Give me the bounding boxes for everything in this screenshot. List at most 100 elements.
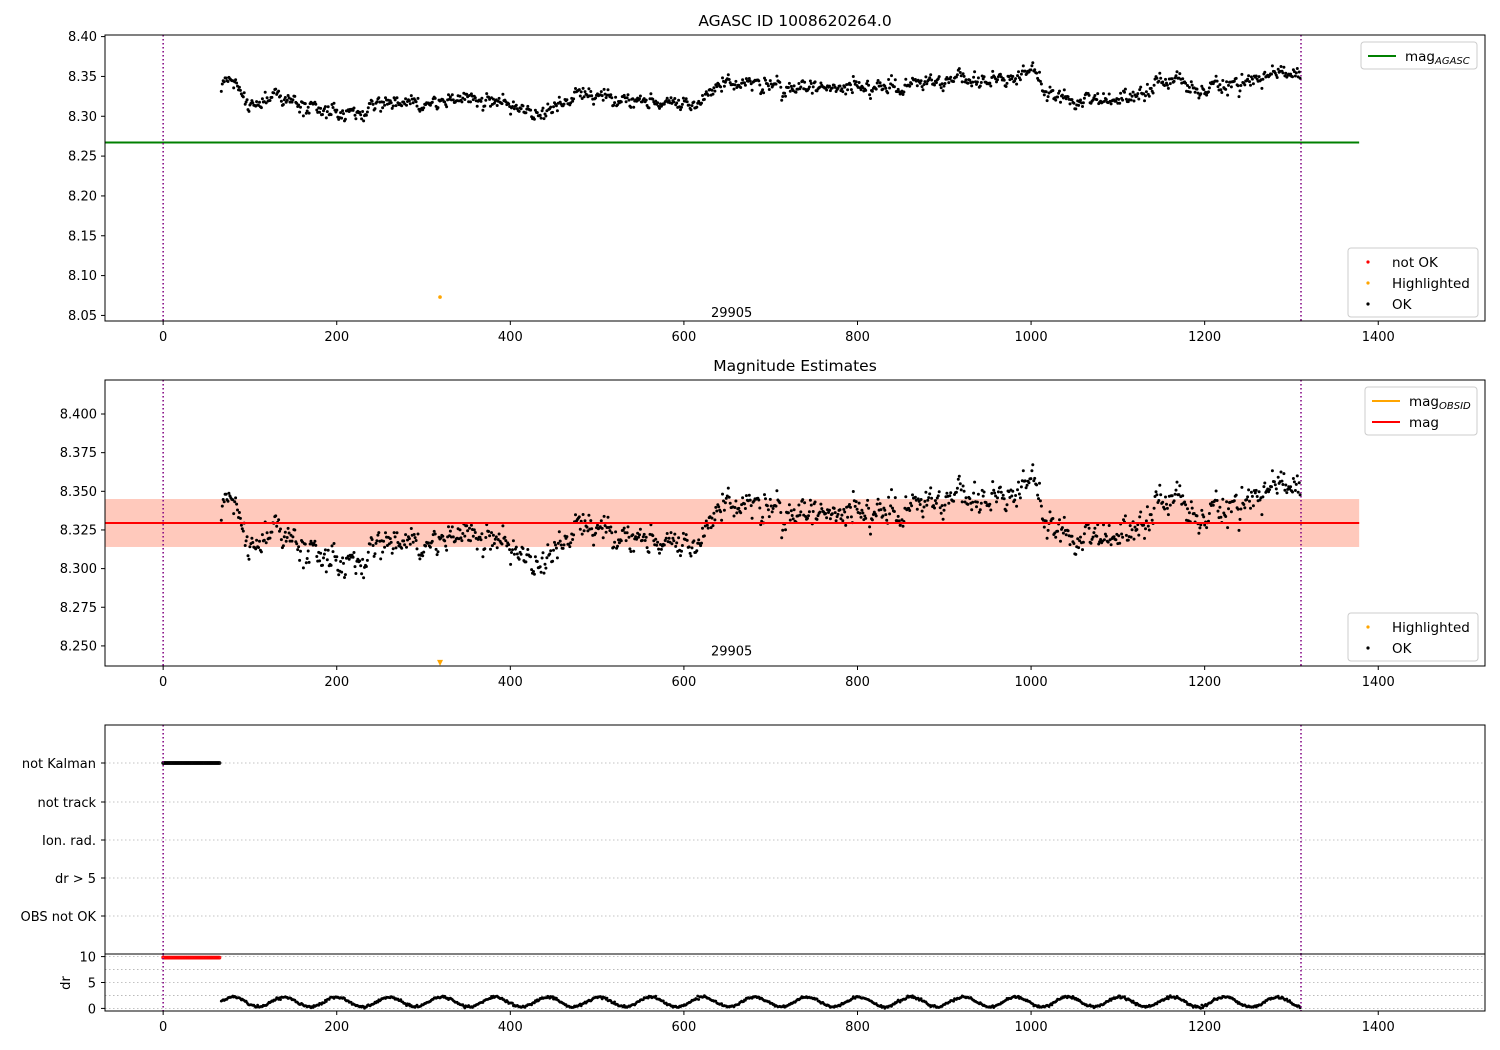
ok-point (881, 87, 885, 91)
ok-point (610, 531, 614, 535)
ok-point (521, 547, 525, 550)
ok-point (1019, 72, 1023, 76)
ok-point (472, 528, 476, 532)
ok-point (1031, 463, 1035, 467)
ok-point (1187, 85, 1191, 89)
ok-point (532, 572, 536, 576)
legend-label: magOBSID (1409, 394, 1471, 412)
ok-point (766, 508, 770, 512)
ok-point (1102, 538, 1106, 542)
ok-point (1061, 531, 1065, 535)
ok-point (277, 518, 281, 522)
ok-point (735, 511, 739, 515)
y-tick-label: 8.40 (68, 30, 97, 45)
ok-point (937, 75, 941, 79)
ok-point (1157, 499, 1161, 502)
ok-point (619, 539, 623, 543)
ok-point (713, 518, 717, 522)
ok-point (1227, 83, 1230, 87)
ok-point (958, 71, 962, 74)
ok-point (1077, 546, 1081, 550)
ok-point (995, 500, 998, 504)
ok-point (667, 536, 671, 540)
ok-point (651, 97, 655, 101)
ok-point (544, 566, 548, 570)
ok-point (1163, 507, 1167, 511)
ok-point (728, 501, 732, 505)
ok-point (797, 503, 801, 507)
ok-point (632, 105, 636, 109)
ok-point (627, 535, 631, 539)
ok-point (580, 532, 584, 536)
ok-point (922, 505, 926, 509)
ok-point (680, 102, 684, 106)
ok-point (815, 517, 819, 521)
ok-point (224, 76, 228, 80)
ok-point (265, 531, 269, 535)
ok-point (1161, 80, 1165, 84)
ok-point (638, 94, 642, 98)
ok-point (479, 538, 483, 542)
ok-point (364, 113, 368, 117)
ok-point (887, 78, 891, 81)
ok-point (808, 79, 812, 83)
ok-point (1114, 99, 1118, 103)
ok-point (351, 555, 355, 559)
ok-point (495, 546, 499, 550)
ok-point (478, 535, 482, 539)
ok-point (876, 497, 880, 501)
ok-point (924, 75, 928, 79)
ok-point (594, 96, 598, 100)
ok-point (876, 79, 880, 82)
ok-point (422, 550, 426, 554)
ok-point (790, 514, 794, 517)
ok-point (722, 84, 726, 88)
ok-point (1291, 490, 1294, 494)
ok-point (840, 87, 844, 91)
ok-point (282, 535, 286, 539)
ok-point (1051, 89, 1055, 92)
ok-point (360, 117, 364, 121)
category-label: OBS not OK (21, 910, 97, 925)
ok-point (382, 100, 386, 104)
ok-point (583, 519, 587, 523)
ok-point (1015, 504, 1019, 508)
ok-point (702, 534, 706, 538)
ok-point (956, 477, 960, 481)
ok-point (704, 519, 708, 523)
ok-point (638, 527, 642, 531)
x-tick-label: 800 (845, 675, 870, 690)
ok-point (445, 105, 449, 109)
obsid-label: 29905 (711, 306, 752, 321)
ok-point (351, 108, 355, 112)
ok-point (1005, 503, 1009, 507)
ok-point (1150, 518, 1154, 522)
ok-point (913, 495, 917, 499)
ok-point (789, 84, 793, 88)
legend-marker-swatch (1366, 302, 1370, 306)
ok-point (1282, 472, 1286, 476)
ok-point (975, 505, 978, 509)
ok-point (1195, 87, 1199, 91)
ok-point (1076, 537, 1080, 541)
ok-point (393, 98, 397, 102)
ok-point (681, 531, 685, 535)
ok-point (542, 571, 546, 575)
ok-point (649, 92, 653, 96)
ok-point (792, 508, 796, 512)
ok-point (1002, 497, 1006, 501)
ok-point (769, 504, 773, 508)
ok-point (555, 109, 559, 113)
ok-point (844, 92, 848, 96)
ok-point (628, 547, 632, 551)
ok-point (1239, 84, 1243, 87)
ok-point (432, 529, 436, 533)
ok-point (958, 482, 962, 486)
ok-point (469, 100, 472, 104)
ok-point (982, 75, 986, 79)
ok-point (293, 528, 297, 532)
ok-point (390, 106, 394, 110)
ok-point (240, 527, 244, 531)
ok-point (1214, 489, 1218, 493)
ok-point (999, 490, 1003, 494)
